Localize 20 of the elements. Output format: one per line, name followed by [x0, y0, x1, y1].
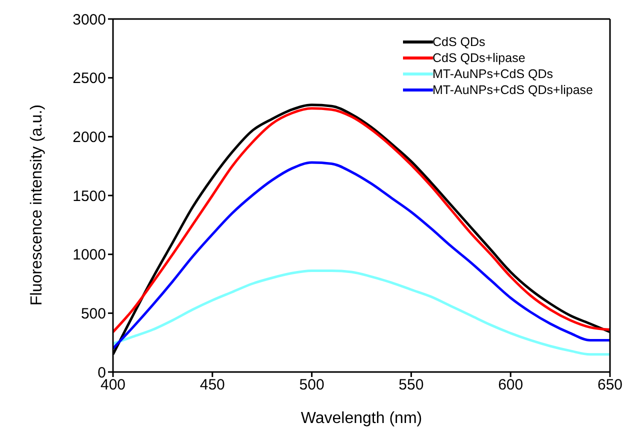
legend-label: CdS QDs+lipase: [432, 50, 526, 66]
line-series: [113, 270, 610, 356]
line-series: [113, 161, 610, 350]
y-axis-title: Fluorescence intensity (a.u.): [28, 104, 46, 306]
x-axis-title: Wavelength (nm): [300, 410, 422, 427]
legend-label: CdS QDs: [432, 34, 486, 50]
x-tick-label: 550: [398, 376, 424, 394]
y-tick-label: 3000: [72, 11, 106, 28]
y-tick-label: 500: [80, 305, 106, 322]
y-tick-label: 1500: [72, 188, 106, 205]
legend-label: MT-AuNPs+CdS QDs+lipase: [432, 82, 593, 98]
y-tick-label: 2000: [72, 128, 106, 146]
x-tick-label: 600: [498, 376, 524, 394]
x-tick-label: 450: [200, 376, 225, 394]
legend-label: MT-AuNPs+CdS QDs: [432, 66, 554, 82]
x-tick-label: 500: [299, 376, 324, 394]
y-tick-label: 2500: [72, 70, 106, 88]
x-tick-label: 650: [597, 376, 623, 394]
y-tick-label: 1000: [72, 246, 106, 264]
x-tick-label: 400: [100, 376, 126, 394]
